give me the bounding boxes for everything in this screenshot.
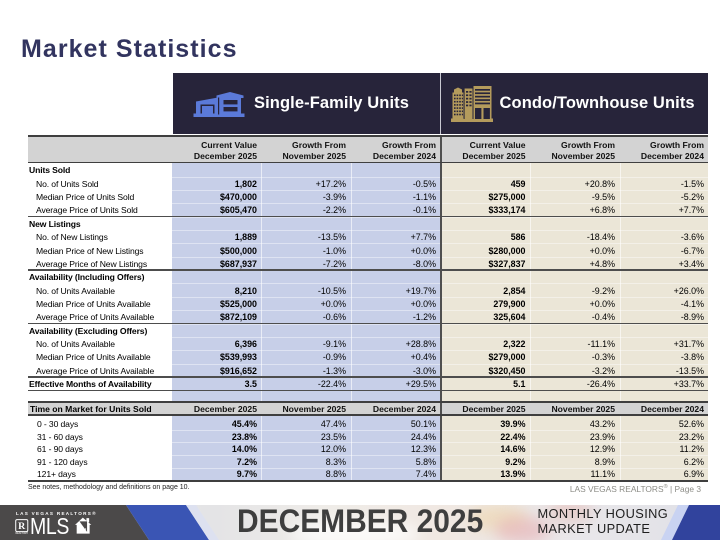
svg-text:REALTOR®: REALTOR®: [16, 531, 29, 534]
svg-text:R: R: [18, 521, 26, 532]
